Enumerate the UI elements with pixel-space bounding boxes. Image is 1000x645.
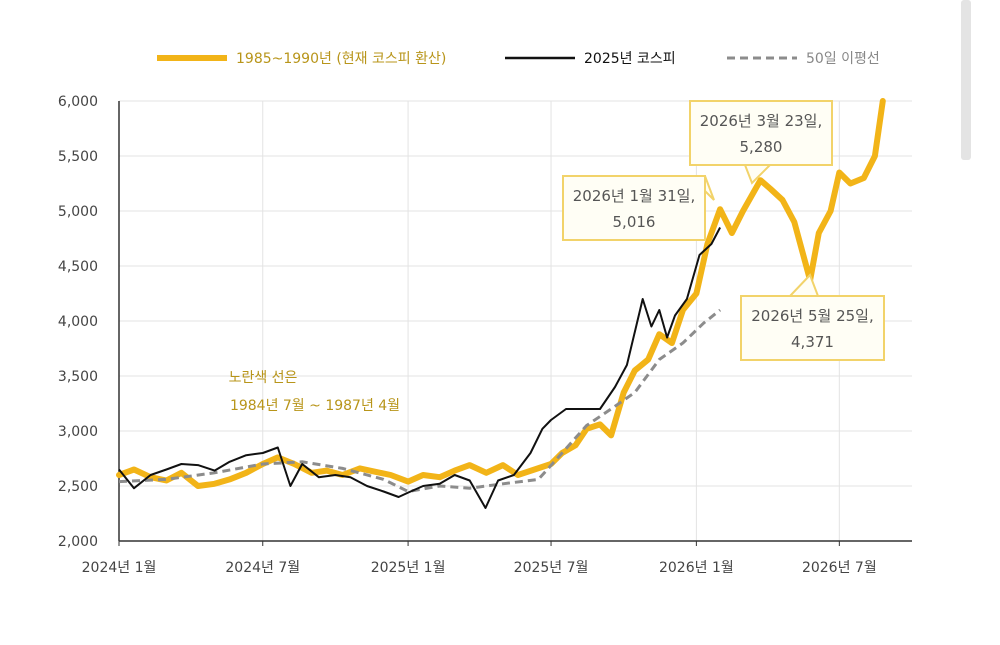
axes: 2,000 2,500 3,000 3,500 4,000 4,500 5,000 5,500… xyxy=(58,94,912,576)
x-tick-label: 2025년 1월 xyxy=(371,560,446,576)
scrollbar[interactable] xyxy=(961,0,971,160)
y-tick-label: 5,500 xyxy=(58,149,98,165)
x-tick-label: 2026년 1월 xyxy=(659,560,734,576)
annotation-box xyxy=(689,100,833,166)
annotation-box xyxy=(562,175,706,241)
annotation-label: 2026년 3월 23일, xyxy=(700,112,823,130)
y-tick-label: 2,500 xyxy=(58,479,98,495)
legend-label: 1985~1990년 (현재 코스피 환산) xyxy=(236,51,446,67)
y-tick-label: 3,500 xyxy=(58,369,98,385)
annotation-value: 5,016 xyxy=(613,213,656,231)
series-layer xyxy=(116,98,886,509)
x-tick-label: 2024년 7월 xyxy=(225,560,300,576)
series-line-1 xyxy=(118,227,721,509)
note-line-2: 1984년 7월 ~ 1987년 4월 xyxy=(230,398,400,414)
legend: 1985~1990년 (현재 코스피 환산) 2025년 코스피 50일 이평선 xyxy=(157,51,880,67)
legend-label: 2025년 코스피 xyxy=(584,51,676,67)
y-tick-label: 3,000 xyxy=(58,424,98,440)
legend-label: 50일 이평선 xyxy=(806,51,880,67)
x-tick-label: 2024년 1월 xyxy=(82,560,157,576)
annotations: 2026년 1월 31일, 5,016 2026년 3월 23일, 5,280 2026… xyxy=(562,100,885,361)
y-tick-label: 6,000 xyxy=(58,94,98,110)
x-tick-label: 2025년 7월 xyxy=(514,560,589,576)
annotation-value: 4,371 xyxy=(791,333,834,351)
note-line-1: 노란색 선은 xyxy=(229,370,298,386)
annotation-value: 5,280 xyxy=(740,138,783,156)
note: 노란색 선은 1984년 7월 ~ 1987년 4월 xyxy=(229,370,400,414)
annotation-box xyxy=(740,295,885,361)
annotation-label: 2026년 5월 25일, xyxy=(751,307,874,325)
grid xyxy=(118,100,912,542)
series-line-2 xyxy=(118,308,722,494)
y-tick-label: 2,000 xyxy=(58,534,98,550)
annotation-label: 2026년 1월 31일, xyxy=(573,187,696,205)
y-tick-label: 4,000 xyxy=(58,314,98,330)
y-tick-label: 5,000 xyxy=(58,204,98,220)
y-tick-label: 4,500 xyxy=(58,259,98,275)
x-tick-label: 2026년 7월 xyxy=(802,560,877,576)
annotation-pointer xyxy=(787,273,820,297)
